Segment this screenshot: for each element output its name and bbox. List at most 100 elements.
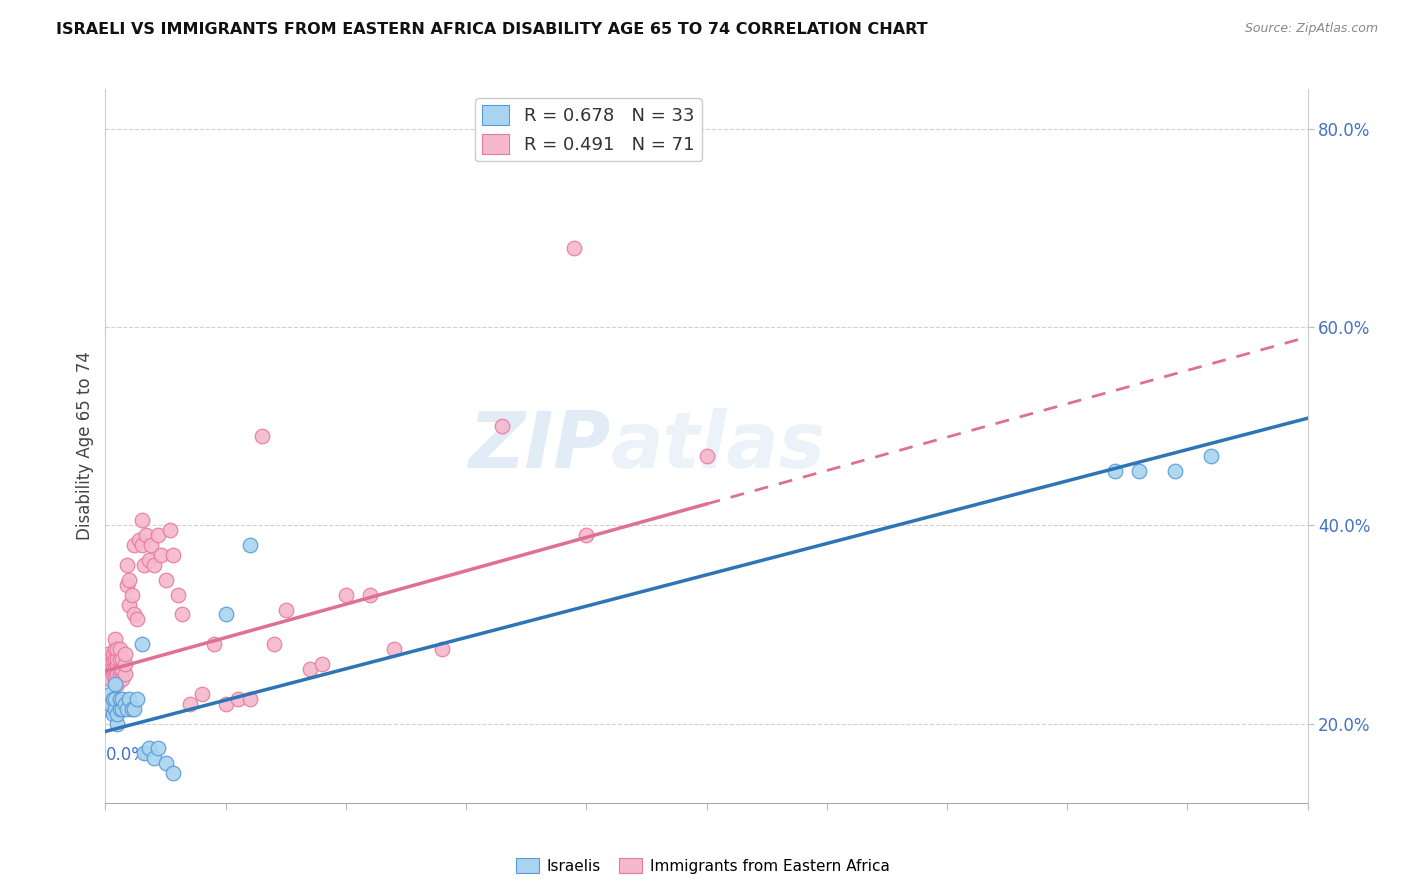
Point [108, 662, 131, 676]
Point [101, 706, 124, 721]
Point [138, 553, 160, 567]
Point [98, 672, 121, 686]
Point [97, 667, 120, 681]
Point [311, 657, 333, 671]
Point [335, 588, 357, 602]
Point [107, 642, 129, 657]
Point [111, 672, 134, 686]
Point [107, 677, 129, 691]
Point [359, 588, 381, 602]
Point [104, 662, 127, 676]
Point [108, 691, 131, 706]
Text: atlas: atlas [610, 408, 825, 484]
Point [155, 756, 177, 771]
Point [159, 523, 181, 537]
Point [274, 602, 297, 616]
Text: 0.0%: 0.0% [105, 746, 148, 764]
Text: ISRAELI VS IMMIGRANTS FROM EASTERN AFRICA DISABILITY AGE 65 TO 74 CORRELATION CH: ISRAELI VS IMMIGRANTS FROM EASTERN AFRIC… [56, 22, 928, 37]
Point [226, 691, 249, 706]
Point [214, 697, 236, 711]
Point [298, 662, 321, 676]
Point [491, 419, 513, 434]
Point [131, 637, 153, 651]
Point [114, 697, 136, 711]
Point [263, 637, 285, 651]
Y-axis label: Disability Age 65 to 74: Disability Age 65 to 74 [76, 351, 94, 541]
Point [131, 513, 153, 527]
Point [239, 691, 262, 706]
Point [166, 588, 188, 602]
Point [125, 691, 148, 706]
Point [98, 662, 121, 676]
Point [118, 573, 141, 587]
Point [101, 691, 124, 706]
Point [128, 533, 150, 548]
Point [118, 691, 141, 706]
Point [696, 449, 718, 463]
Point [202, 637, 225, 651]
Text: ZIP: ZIP [468, 408, 610, 484]
Point [97, 647, 120, 661]
Point [111, 662, 134, 676]
Point [107, 667, 129, 681]
Point [104, 642, 127, 657]
Point [124, 538, 146, 552]
Point [179, 697, 201, 711]
Point [155, 573, 177, 587]
Point [138, 741, 160, 756]
Point [239, 538, 262, 552]
Point [190, 687, 212, 701]
Point [98, 687, 121, 701]
Point [1164, 464, 1187, 478]
Point [430, 642, 453, 657]
Point [104, 691, 127, 706]
Point [115, 578, 138, 592]
Point [121, 588, 143, 602]
Point [107, 657, 129, 671]
Point [135, 528, 157, 542]
Point [131, 538, 153, 552]
Point [114, 647, 136, 661]
Point [162, 766, 184, 780]
Point [107, 716, 129, 731]
Point [104, 652, 127, 666]
Point [97, 701, 120, 715]
Point [108, 642, 131, 657]
Point [148, 741, 170, 756]
Point [104, 672, 127, 686]
Point [111, 701, 134, 715]
Point [101, 662, 124, 676]
Point [162, 548, 184, 562]
Point [118, 598, 141, 612]
Point [108, 667, 131, 681]
Point [214, 607, 236, 622]
Point [172, 607, 194, 622]
Point [114, 667, 136, 681]
Point [101, 647, 124, 661]
Point [104, 632, 127, 647]
Point [149, 548, 172, 562]
Point [98, 652, 121, 666]
Point [104, 677, 127, 691]
Point [111, 691, 134, 706]
Point [139, 538, 162, 552]
Text: Source: ZipAtlas.com: Source: ZipAtlas.com [1244, 22, 1378, 36]
Point [98, 697, 121, 711]
Point [107, 706, 129, 721]
Point [101, 667, 124, 681]
Point [115, 558, 138, 572]
Point [562, 241, 585, 255]
Point [1104, 464, 1126, 478]
Point [142, 558, 165, 572]
Point [108, 652, 131, 666]
Point [114, 657, 136, 671]
Point [115, 701, 138, 715]
Point [382, 642, 405, 657]
Point [97, 657, 120, 671]
Point [108, 701, 131, 715]
Point [124, 607, 146, 622]
Point [250, 429, 273, 443]
Point [132, 746, 155, 760]
Point [132, 558, 155, 572]
Point [1128, 464, 1150, 478]
